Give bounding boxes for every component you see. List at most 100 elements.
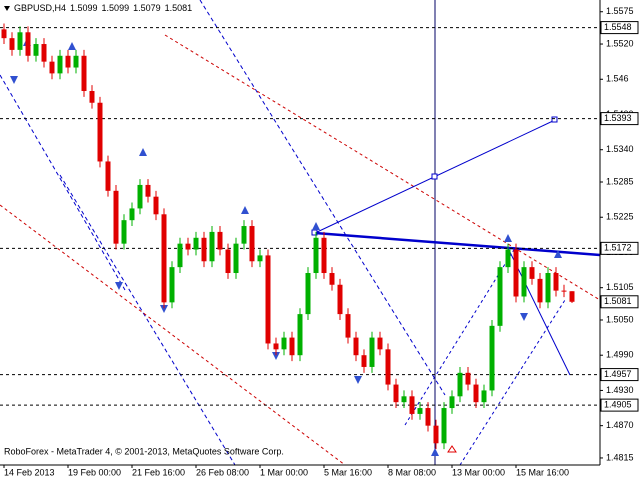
candle-body	[137, 184, 143, 209]
candle-body	[513, 249, 519, 297]
level-label: 1.4905	[604, 399, 632, 409]
candle-body	[225, 249, 231, 274]
x-tick-label: 21 Feb 16:00	[132, 467, 185, 477]
candle-body	[393, 384, 399, 403]
y-tick-label: 1.4870	[606, 420, 634, 430]
y-tick-label: 1.4815	[606, 452, 634, 462]
candle-body	[465, 372, 471, 385]
x-tick-label: 14 Feb 2013	[4, 467, 55, 477]
channel-line	[404, 247, 516, 426]
candle-body	[217, 231, 223, 250]
anchor	[551, 116, 558, 123]
candle-body	[569, 291, 575, 302]
candle-body	[145, 184, 151, 197]
candle-body	[57, 55, 63, 74]
arrow-marker	[447, 445, 457, 453]
candle-body	[105, 161, 111, 191]
fractal-up	[241, 206, 249, 214]
x-tick-label: 5 Mar 16:00	[324, 467, 372, 477]
candle-body	[121, 220, 127, 244]
candle-body	[337, 284, 343, 315]
candle-body	[161, 214, 167, 303]
current-price-box	[600, 295, 639, 309]
candle-body	[385, 349, 391, 385]
y-tick-label: 1.4930	[606, 385, 634, 395]
candle-body	[529, 267, 535, 279]
candle-body	[489, 325, 495, 391]
title-part: GBPUSD,H4	[14, 3, 66, 13]
fractals	[10, 38, 562, 456]
menu-icon[interactable]	[4, 6, 10, 11]
candle-body	[113, 190, 119, 244]
y-tick-label: 1.5575	[606, 6, 634, 16]
fractal-up	[68, 42, 76, 50]
candle-body	[9, 38, 15, 50]
candle-body	[409, 396, 415, 414]
candle-body	[441, 408, 447, 444]
candle-body	[233, 243, 239, 274]
candle-body	[177, 243, 183, 268]
channel-line	[59, 174, 236, 466]
candle-body	[129, 208, 135, 221]
candle-body	[257, 255, 263, 262]
fractal-down	[272, 352, 280, 360]
title-part: 1.5099	[70, 3, 98, 13]
candle-body	[425, 408, 431, 426]
current-price-label: 1.5081	[604, 296, 632, 306]
chart-title: GBPUSD,H4 1.5099 1.5099 1.5079 1.5081	[14, 3, 192, 13]
candle-body	[1, 29, 7, 39]
candle-body	[305, 273, 311, 315]
trend-line	[164, 34, 601, 301]
candle-body	[457, 372, 463, 397]
candle-body	[553, 273, 559, 291]
candle-body	[433, 425, 439, 444]
title-part: 1.5099	[102, 3, 130, 13]
candle-body	[473, 384, 479, 403]
level-label-box	[600, 368, 639, 382]
candle-body	[89, 91, 95, 103]
candle-body	[329, 273, 335, 285]
x-tick-label: 13 Mar 00:00	[452, 467, 505, 477]
candle-body	[377, 337, 383, 350]
y-tick-label: 1.546	[606, 74, 629, 84]
level-label-box	[600, 398, 639, 412]
y-tick-label: 1.5285	[606, 176, 634, 186]
x-tick-label: 1 Mar 00:00	[260, 467, 308, 477]
candle-body	[73, 55, 79, 68]
candle-body	[321, 237, 327, 274]
candle-body	[265, 255, 271, 344]
fractal-down	[10, 76, 18, 84]
candle-body	[361, 355, 367, 367]
candle-body	[497, 267, 503, 326]
level-label-box	[600, 21, 639, 35]
candle-body	[561, 290, 567, 292]
candle-body	[17, 32, 23, 50]
fractal-down	[115, 282, 123, 290]
candle-body	[153, 196, 159, 215]
x-tick-label: 8 Mar 08:00	[388, 467, 436, 477]
candle-body	[505, 249, 511, 268]
candle-body	[449, 396, 455, 409]
x-tick-label: 19 Feb 00:00	[68, 467, 121, 477]
y-tick-label: 1.5520	[606, 38, 634, 48]
y-tick-label: 1.4990	[606, 350, 634, 360]
level-label: 1.5172	[604, 243, 632, 253]
y-tick-label: 1.5340	[606, 144, 634, 154]
candle-body	[481, 390, 487, 403]
candle-body	[353, 337, 359, 356]
candle-body	[193, 237, 199, 250]
trend-line	[0, 204, 346, 466]
candle-body	[185, 243, 191, 250]
candle-body	[545, 273, 551, 303]
channel-line	[199, 0, 446, 396]
candle-body	[281, 337, 287, 350]
candle-body	[369, 337, 375, 367]
candle-body	[401, 396, 407, 403]
y-tick-label: 1.5105	[606, 282, 634, 292]
fractal-down	[520, 313, 528, 321]
fractal-down	[431, 448, 439, 456]
x-tick-label: 15 Mar 16:00	[516, 467, 569, 477]
fractal-up	[312, 222, 320, 230]
fractal-down	[354, 376, 362, 384]
candle-body	[201, 237, 207, 262]
